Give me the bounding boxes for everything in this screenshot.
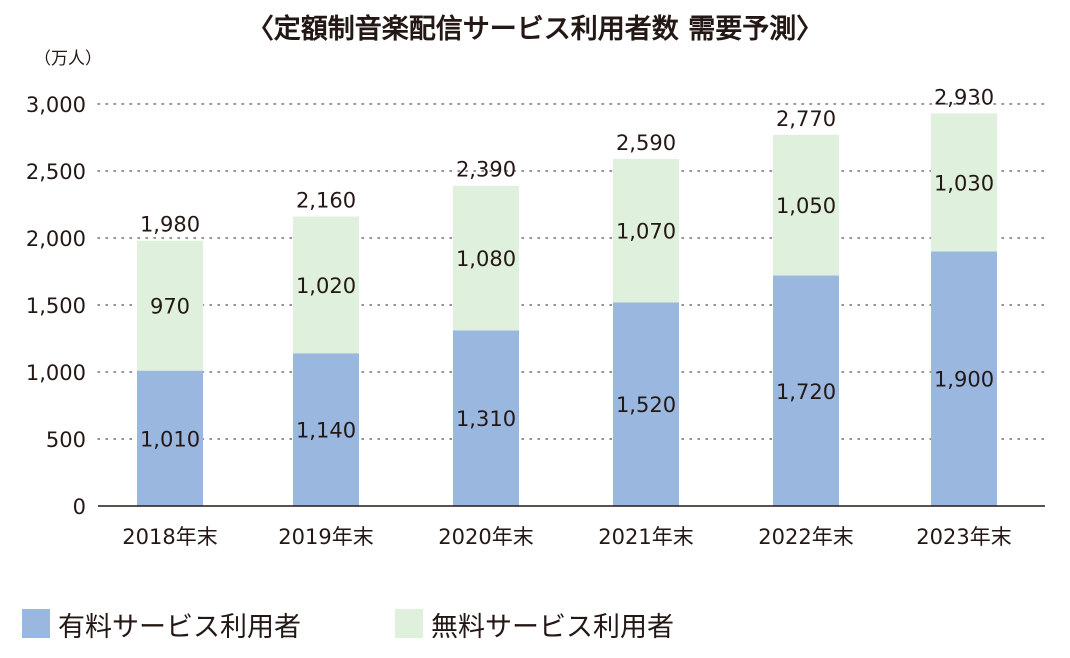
legend-swatch-free <box>395 609 423 638</box>
x-tick-label: 2021年末 <box>598 525 693 549</box>
y-axis-ticks: 0 500 1,000 1,500 2,000 2,500 3,000 <box>26 93 86 519</box>
data-label-paid: 1,010 <box>140 427 200 451</box>
data-labels: 1,010 970 1,980 1,140 1,020 2,160 1,310 1,080 2,… <box>140 85 994 451</box>
bar-segment-free <box>931 113 997 252</box>
y-tick-label: 2,500 <box>26 160 86 184</box>
bar-segment-paid <box>137 370 203 506</box>
data-label-total: 2,590 <box>616 131 676 155</box>
legend: 有料サービス利用者 無料サービス利用者 <box>22 609 674 643</box>
y-tick-label: 3,000 <box>26 93 86 117</box>
data-label-total: 2,770 <box>776 107 836 131</box>
y-tick-label: 1,000 <box>26 361 86 385</box>
x-tick-label: 2022年末 <box>758 525 853 549</box>
data-label-paid: 1,720 <box>776 380 836 404</box>
data-label-total: 2,930 <box>934 85 994 109</box>
y-unit-label: （万人） <box>34 49 102 69</box>
bar-segment-paid <box>613 302 679 506</box>
y-tick-label: 2,000 <box>26 227 86 251</box>
data-label-free: 970 <box>150 295 190 319</box>
bar-segment-paid <box>293 353 359 506</box>
y-tick-label: 1,500 <box>26 294 86 318</box>
data-label-free: 1,020 <box>296 274 356 298</box>
legend-label-free: 無料サービス利用者 <box>431 612 674 643</box>
x-tick-label: 2019年末 <box>278 525 373 549</box>
data-label-free: 1,050 <box>776 194 836 218</box>
bar-segment-paid <box>453 330 519 506</box>
bar-segment-free <box>137 240 203 371</box>
bar-segment-free <box>293 216 359 354</box>
data-label-paid: 1,900 <box>934 368 994 392</box>
gridlines <box>97 103 1046 440</box>
bar-segment-paid <box>773 275 839 506</box>
data-label-total: 1,980 <box>140 213 200 237</box>
bar-segment-free <box>773 134 839 276</box>
x-tick-label: 2020年末 <box>438 525 533 549</box>
bar-segment-free <box>453 185 519 331</box>
bars <box>137 113 997 506</box>
data-label-paid: 1,520 <box>616 393 676 417</box>
x-tick-label: 2018年末 <box>122 525 217 549</box>
data-label-paid: 1,310 <box>456 407 516 431</box>
legend-swatch-paid <box>22 609 50 638</box>
data-label-total: 2,390 <box>456 158 516 182</box>
data-label-paid: 1,140 <box>296 419 356 443</box>
bar-segment-free <box>613 158 679 303</box>
data-label-free: 1,070 <box>616 220 676 244</box>
x-axis-ticks: 2018年末 2019年末 2020年末 2021年末 2022年末 2023年末 <box>122 525 1011 549</box>
chart-title: 〈定額制音楽配信サービス利用者数 需要予測〉 <box>247 13 823 45</box>
data-label-free: 1,080 <box>456 247 516 271</box>
y-tick-label: 0 <box>73 495 86 519</box>
bar-segment-paid <box>931 251 997 506</box>
x-tick-label: 2023年末 <box>916 525 1011 549</box>
data-label-free: 1,030 <box>934 171 994 195</box>
data-label-total: 2,160 <box>296 189 356 213</box>
legend-label-paid: 有料サービス利用者 <box>58 612 301 643</box>
y-tick-label: 500 <box>46 428 86 452</box>
